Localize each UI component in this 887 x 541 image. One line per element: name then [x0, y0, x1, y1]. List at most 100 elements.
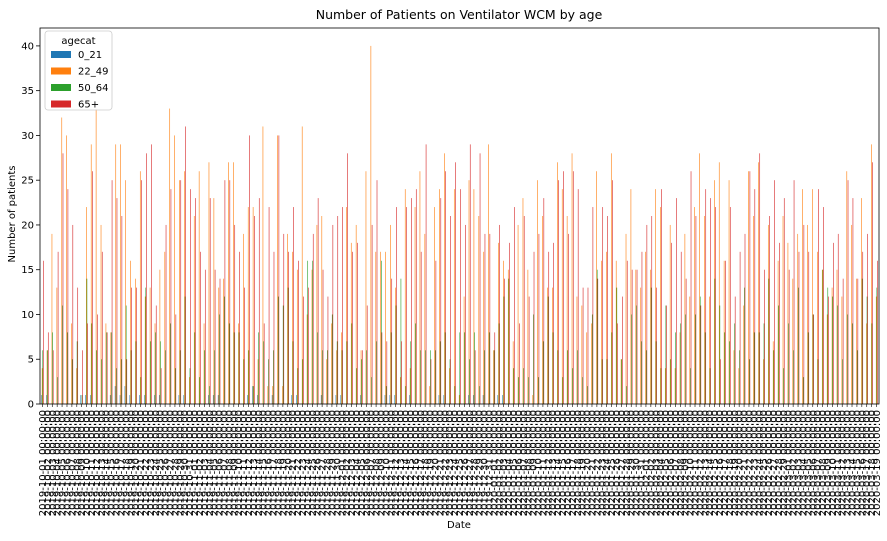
bar-65+-46 — [268, 207, 270, 404]
x-tick-label-120: 2020-01-29 00:00:00 — [627, 410, 638, 516]
x-tick-label-81: 2019-12-21 00:00:00 — [435, 410, 446, 516]
bar-22_49-15 — [115, 144, 117, 404]
bar-50_64-27 — [174, 368, 176, 404]
bar-22_49-7 — [76, 368, 77, 404]
bar-22_49-164 — [846, 171, 848, 404]
x-tick-label-72: 2019-12-12 00:00:00 — [391, 410, 402, 516]
x-tick-label-34: 2019-11-04 00:00:00 — [205, 410, 216, 516]
bar-50_64-99 — [528, 377, 529, 404]
bar-0_21-21 — [144, 395, 145, 404]
bar-50_64-30 — [189, 368, 191, 404]
bar-50_64-2 — [52, 332, 53, 404]
bar-65+-25 — [165, 224, 167, 404]
x-tick-label-145: 2020-02-23 00:00:00 — [749, 410, 760, 516]
bar-22_49-134 — [699, 153, 700, 404]
bar-50_64-29 — [184, 296, 186, 404]
x-tick-label-158: 2020-03-07 00:00:00 — [813, 410, 824, 516]
bar-65+-61 — [342, 207, 343, 404]
bar-22_49-29 — [184, 171, 185, 404]
bar-50_64-122 — [641, 341, 642, 404]
bar-50_64-34 — [209, 386, 210, 404]
x-tick-label-87: 2019-12-27 00:00:00 — [465, 410, 476, 516]
bar-50_64-170 — [876, 287, 878, 404]
bar-50_64-153 — [793, 350, 794, 404]
chart-title: Number of Patients on Ventilator WCM by … — [316, 7, 603, 22]
bar-22_49-92 — [493, 350, 494, 404]
x-tick-label-137: 2020-02-15 00:00:00 — [710, 410, 721, 516]
bar-65+-80 — [435, 260, 437, 404]
bar-65+-156 — [808, 251, 810, 404]
bar-22_49-77 — [419, 171, 421, 404]
bar-22_49-52 — [296, 269, 298, 404]
bar-65+-67 — [371, 224, 373, 404]
bar-65+-28 — [180, 180, 182, 404]
bar-50_64-146 — [758, 332, 760, 404]
bar-65+-18 — [131, 287, 132, 404]
bar-22_49-162 — [836, 269, 838, 404]
x-tick-label-114: 2020-01-23 00:00:00 — [597, 410, 608, 516]
x-tick-label-17: 2019-10-18 00:00:00 — [121, 410, 132, 516]
x-tick-label-61: 2019-12-01 00:00:00 — [337, 410, 348, 516]
bar-22_49-122 — [640, 287, 642, 404]
bar-22_49-150 — [777, 260, 779, 404]
bar-65+-94 — [504, 278, 505, 404]
bar-22_49-62 — [346, 207, 347, 404]
bar-50_64-51 — [292, 341, 294, 404]
bar-22_49-37 — [223, 278, 224, 404]
x-tick-label-9: 2019-10-10 00:00:00 — [82, 410, 93, 516]
bar-65+-136 — [710, 198, 711, 404]
bar-50_64-25 — [165, 350, 166, 404]
bar-50_64-106 — [562, 377, 564, 404]
bar-65+-2 — [52, 350, 54, 404]
x-tick-label-82: 2019-12-22 00:00:00 — [440, 410, 451, 516]
x-tick-label-131: 2020-02-09 00:00:00 — [681, 410, 692, 516]
bar-22_49-115 — [606, 251, 607, 404]
x-tick-label-91: 2019-12-31 00:00:00 — [484, 410, 495, 516]
bar-65+-62 — [347, 153, 348, 404]
bar-65+-64 — [357, 242, 358, 404]
bar-0_21-43 — [252, 386, 253, 404]
bar-22_49-31 — [193, 216, 195, 404]
bar-65+-169 — [872, 162, 873, 404]
bar-50_64-117 — [616, 287, 618, 404]
bar-65+-130 — [680, 251, 682, 404]
x-tick-label-92: 2020-01-01 00:00:00 — [489, 410, 500, 516]
bar-65+-83 — [450, 216, 451, 404]
bar-65+-113 — [597, 278, 599, 404]
bar-50_64-132 — [690, 368, 691, 404]
x-tick-label-164: 2020-03-13 00:00:00 — [843, 410, 854, 516]
bar-50_64-101 — [538, 377, 539, 404]
bar-50_64-115 — [606, 359, 608, 404]
bar-50_64-129 — [675, 332, 676, 404]
legend-swatch-0_21 — [51, 51, 71, 58]
bar-65+-7 — [77, 287, 79, 404]
bar-22_49-26 — [169, 108, 171, 404]
bar-0_21-61 — [340, 395, 342, 404]
bar-0_21-29 — [183, 395, 185, 404]
bar-50_64-19 — [135, 341, 137, 404]
bar-22_49-147 — [763, 359, 764, 404]
bar-50_64-4 — [62, 305, 63, 404]
bar-65+-68 — [376, 180, 378, 404]
x-tick-label-56: 2019-11-26 00:00:00 — [313, 410, 324, 516]
bar-50_64-69 — [381, 260, 382, 404]
bar-50_64-123 — [645, 350, 647, 404]
bar-22_49-83 — [449, 368, 450, 404]
x-tick-label-11: 2019-10-12 00:00:00 — [92, 410, 103, 516]
bar-22_49-106 — [561, 189, 563, 404]
bar-65+-45 — [263, 323, 265, 404]
bar-50_64-24 — [160, 341, 161, 404]
x-tick-label-63: 2019-12-03 00:00:00 — [347, 410, 358, 516]
bar-22_49-156 — [807, 224, 808, 404]
x-tick-label-111: 2020-01-20 00:00:00 — [583, 410, 594, 516]
bar-65+-155 — [803, 224, 805, 404]
x-tick-label-30: 2019-10-31 00:00:00 — [185, 410, 196, 516]
x-tick-label-42: 2019-11-12 00:00:00 — [244, 410, 255, 516]
bar-65+-49 — [283, 233, 285, 404]
bar-22_49-9 — [86, 207, 87, 404]
x-tick-label-130: 2020-02-08 00:00:00 — [676, 410, 687, 516]
x-tick-label-44: 2019-11-14 00:00:00 — [254, 410, 265, 516]
bar-65+-132 — [690, 171, 692, 404]
bar-22_49-85 — [458, 395, 460, 404]
x-tick-label-106: 2020-01-15 00:00:00 — [558, 410, 569, 516]
